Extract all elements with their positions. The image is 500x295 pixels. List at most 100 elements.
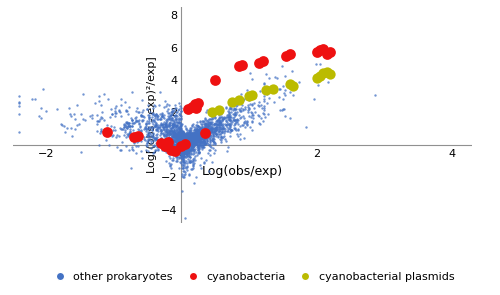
Point [178,141,186,146]
Point [200,136,208,141]
Point [182,147,190,151]
Point [194,137,202,141]
Point [188,160,196,164]
Point [176,141,184,146]
Point [158,113,166,118]
Point [258,106,266,111]
Point [248,101,256,106]
Point [143,132,151,136]
Point [185,135,193,140]
Point [181,148,189,153]
Point [166,128,174,133]
Point [174,148,182,153]
Point [202,126,210,130]
Point [68,125,76,130]
Point [203,108,211,113]
Point [192,129,200,133]
Point [152,145,160,150]
Point [175,142,183,147]
Point [229,108,237,113]
Point [244,103,252,107]
Point [178,137,186,142]
Point [180,135,188,139]
Point [170,130,177,134]
Point [128,138,136,143]
Point [194,133,202,137]
Point [185,152,193,157]
Point [182,146,190,151]
Point [180,147,188,151]
Point [176,148,184,153]
Point [204,137,212,142]
Point [103,130,111,134]
Point [175,137,183,142]
Point [194,136,202,141]
Point [112,114,120,118]
Point [198,122,205,127]
Point [172,138,179,143]
Point [185,140,193,145]
Point [176,145,184,150]
Point [189,133,197,137]
Point [179,142,187,147]
Point [178,150,186,154]
Point [180,145,188,150]
Point [113,132,121,137]
Point [180,145,188,150]
Point [198,132,206,137]
Point [96,115,104,119]
Point [178,141,186,146]
Point [146,137,154,142]
Point [180,140,188,144]
Point [178,141,186,146]
Point [182,131,190,135]
Point [178,145,186,150]
Point [188,133,196,137]
Point [190,135,198,140]
Point [184,145,192,150]
Point [222,114,230,119]
Point [198,131,206,136]
Point [176,130,184,135]
Point [182,132,190,137]
Point [111,111,119,116]
Point [176,121,184,125]
Point [172,148,180,152]
Point [174,130,182,135]
Point [182,142,190,147]
Point [218,137,226,142]
Point [182,146,190,150]
Point [157,127,165,132]
Point [192,150,200,154]
Point [180,143,188,148]
Point [148,125,156,130]
Point [195,132,203,137]
Point [216,121,224,126]
Point [178,149,186,154]
Point [104,97,112,102]
Point [189,143,197,148]
Point [182,140,190,144]
Point [170,119,177,124]
Point [162,104,170,109]
Point [231,109,239,114]
Point [144,115,152,119]
Point [294,80,302,84]
Point [150,135,158,140]
Point [192,141,200,146]
Point [184,132,192,136]
Point [181,140,189,144]
Point [234,133,242,138]
Point [166,103,173,107]
Point [230,127,238,131]
Point [116,109,124,114]
Point [218,112,226,117]
Point [188,137,196,142]
Point [186,137,194,141]
Point [128,121,136,125]
Point [134,132,142,137]
Point [176,151,184,156]
Point [260,103,268,108]
Point [137,149,145,153]
Point [176,111,184,115]
